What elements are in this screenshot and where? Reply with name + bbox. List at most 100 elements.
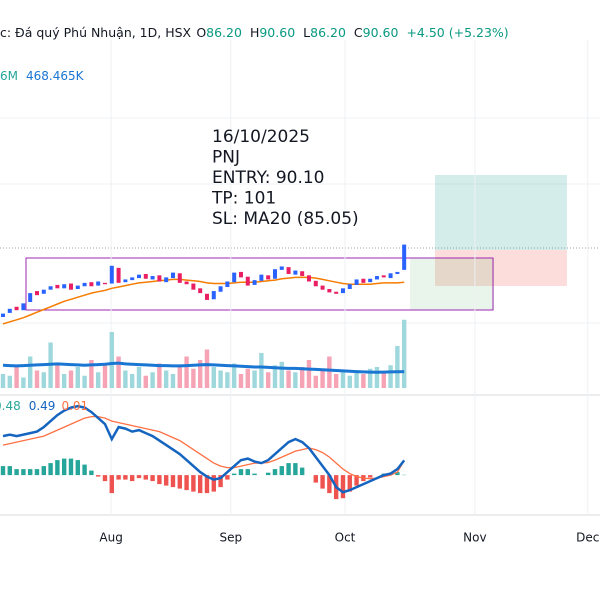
volume-bar xyxy=(327,356,332,388)
macd-histogram-bar xyxy=(225,475,230,480)
candle xyxy=(232,272,237,283)
volume-bar xyxy=(184,356,189,388)
macd-histogram-bar xyxy=(238,469,244,476)
candle xyxy=(320,285,325,290)
candle xyxy=(361,278,366,283)
candle xyxy=(21,303,26,311)
volume-bar xyxy=(272,365,278,388)
macd-histogram-bar xyxy=(21,469,26,476)
macd-histogram-bar xyxy=(286,463,291,476)
volume-bar xyxy=(211,367,216,388)
volume-bar xyxy=(286,370,291,388)
macd-line xyxy=(2,404,406,494)
volume-bar xyxy=(55,363,60,388)
volume-bar xyxy=(333,374,339,388)
macd-histogram-bar xyxy=(102,475,108,482)
candle xyxy=(177,273,182,283)
candle xyxy=(34,291,39,296)
macd-histogram-bar xyxy=(41,466,46,476)
signal-line xyxy=(2,415,405,480)
ohlc-value: 90.60 xyxy=(363,25,399,40)
macd-histogram-bar xyxy=(89,470,94,476)
macd-histogram-bar xyxy=(347,475,352,492)
volume-bar xyxy=(0,374,6,388)
target-zone xyxy=(435,175,567,250)
candle xyxy=(14,306,19,311)
candle xyxy=(96,281,101,286)
macd-histogram-bar xyxy=(177,475,182,489)
candle xyxy=(327,289,332,293)
macd-histogram-bar xyxy=(245,469,250,476)
candle xyxy=(300,271,305,277)
macd-histogram-bar xyxy=(279,466,284,476)
volume-bar xyxy=(95,372,101,388)
volume-bar xyxy=(82,375,87,388)
macd-histogram-bar xyxy=(0,466,6,476)
volume-bar xyxy=(129,374,135,388)
volume-bar xyxy=(34,370,40,388)
macd-histogram-bar xyxy=(34,469,40,476)
x-tick-label: Sep xyxy=(219,531,242,545)
volume-bar xyxy=(340,372,346,388)
volume-bar xyxy=(320,370,325,388)
candle xyxy=(252,280,257,285)
candle xyxy=(41,289,46,294)
plot: Aug Sep Oct Nov Dec xyxy=(0,40,599,545)
candle xyxy=(238,271,243,278)
volume-bar xyxy=(252,370,257,388)
macd-histogram-bar xyxy=(272,469,278,476)
volume-bar xyxy=(218,370,223,388)
macd-histogram-bar xyxy=(293,463,298,476)
macd-histogram-bar xyxy=(340,475,346,499)
macd-histogram-bar xyxy=(354,475,359,486)
annotation-line: SL: MA20 (85.05) xyxy=(212,209,359,229)
candle xyxy=(55,284,60,289)
candle xyxy=(164,277,169,283)
symbol-header: c: Đá quý Phú Nhuận, 1D, HSX O86.20 H90.60… xyxy=(0,25,509,40)
candle xyxy=(143,273,148,279)
macd-histogram-bar xyxy=(48,463,53,476)
volume-bar xyxy=(347,375,352,388)
volume-bar xyxy=(225,372,230,388)
macd-histogram-bar xyxy=(163,475,169,486)
candle xyxy=(184,281,189,285)
annotation-line: 16/10/2025 xyxy=(212,127,310,147)
range-fill xyxy=(410,258,494,310)
macd-histogram-bar xyxy=(75,460,80,476)
candle xyxy=(381,275,386,278)
ohlc-value: 86.20 xyxy=(310,25,346,40)
volume-bar xyxy=(401,319,407,388)
macd-histogram-bar xyxy=(68,458,74,476)
volume-bar xyxy=(123,370,128,388)
macd-histogram-bar xyxy=(61,458,67,476)
volume-bar xyxy=(170,374,176,388)
position-tool xyxy=(25,175,567,311)
volume-bar xyxy=(41,372,46,388)
volume-bar xyxy=(27,356,33,388)
volume-bar xyxy=(21,377,26,388)
candle xyxy=(116,267,121,283)
candle xyxy=(130,277,135,281)
volume-bar xyxy=(265,372,271,388)
volume-bar xyxy=(157,363,162,388)
volume-bar xyxy=(7,375,12,388)
candle xyxy=(245,276,250,286)
candle xyxy=(68,283,73,290)
macd-histogram-bar xyxy=(191,475,196,492)
macd-histogram-bar xyxy=(204,475,210,494)
macd-legend-value: 0.01 xyxy=(61,399,88,413)
change: +4.50 (+5.23%) xyxy=(406,25,508,40)
candle xyxy=(272,269,277,279)
candle xyxy=(109,265,114,284)
candle xyxy=(89,282,94,287)
candle xyxy=(211,291,216,300)
candle xyxy=(340,288,345,294)
volume-bar xyxy=(306,360,312,388)
annotation-line: PNJ xyxy=(212,148,240,168)
candle xyxy=(266,275,271,280)
volume-bar xyxy=(109,332,114,388)
ohlc-key: O xyxy=(196,25,206,40)
macd-histogram-bar xyxy=(218,475,223,488)
labels: c: Đá quý Phú Nhuận, 1D, HSX O86.20 H90.60… xyxy=(0,25,509,413)
